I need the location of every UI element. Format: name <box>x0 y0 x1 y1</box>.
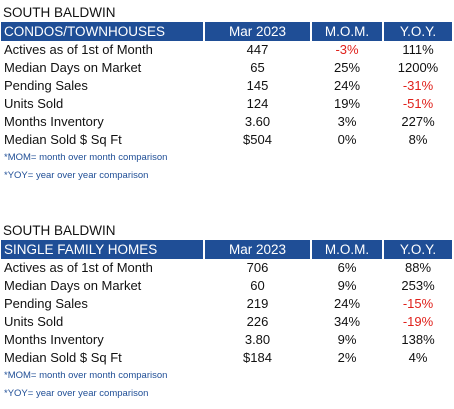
current-value: 226 <box>246 314 269 329</box>
column-header-mom: M.O.M. <box>312 22 382 41</box>
condos-section: SOUTH BALDWIN CONDOS/TOWNHOUSES Mar 2023… <box>0 3 454 185</box>
region-title: SOUTH BALDWIN <box>3 5 116 20</box>
current-value: 219 <box>246 296 269 311</box>
mom-note: *MOM= month over month comparison <box>4 370 168 381</box>
yoy-value: -31% <box>402 78 434 93</box>
table-row: Median Sold $ Sq Ft $504 0% 8% <box>0 131 454 149</box>
yoy-note: *YOY= year over year comparison <box>4 170 149 181</box>
yoy-value: -51% <box>402 96 434 111</box>
table-row: Median Sold $ Sq Ft $184 2% 4% <box>0 349 454 367</box>
current-value: 3.60 <box>244 114 271 129</box>
metric-label: Months Inventory <box>4 114 104 129</box>
column-header-mom: M.O.M. <box>312 240 382 259</box>
current-value: 3.80 <box>244 332 271 347</box>
metric-label: Pending Sales <box>4 78 88 93</box>
metric-label: Units Sold <box>4 314 64 329</box>
current-value: $184 <box>243 350 272 365</box>
table-body: Actives as of 1st of Month 706 6% 88% Median… <box>0 259 454 367</box>
mom-value: 9% <box>337 278 357 293</box>
mom-value: 3% <box>337 114 357 129</box>
table-row: Units Sold 226 34% -19% <box>0 313 454 331</box>
yoy-value: 8% <box>408 132 428 147</box>
mom-value: 34% <box>333 314 361 329</box>
category-header: CONDOS/TOWNHOUSES <box>1 22 203 41</box>
column-header-yoy: Y.O.Y. <box>384 22 452 41</box>
mom-value: 24% <box>333 78 361 93</box>
category-header: SINGLE FAMILY HOMES <box>1 240 203 259</box>
table-header: SINGLE FAMILY HOMES Mar 2023 M.O.M. Y.O.… <box>1 240 452 259</box>
column-header-current: Mar 2023 <box>205 240 310 259</box>
yoy-value: 4% <box>408 350 428 365</box>
yoy-value: 1200% <box>397 60 439 75</box>
metric-label: Units Sold <box>4 96 64 111</box>
column-header-yoy: Y.O.Y. <box>384 240 452 259</box>
current-value: 145 <box>246 78 269 93</box>
metric-label: Actives as of 1st of Month <box>4 260 153 275</box>
metric-label: Pending Sales <box>4 296 88 311</box>
current-value: 124 <box>246 96 269 111</box>
yoy-value: 138% <box>401 332 435 347</box>
table-header: CONDOS/TOWNHOUSES Mar 2023 M.O.M. Y.O.Y. <box>1 22 452 41</box>
single-family-section: SOUTH BALDWIN SINGLE FAMILY HOMES Mar 20… <box>0 221 454 403</box>
yoy-value: 253% <box>401 278 435 293</box>
metric-label: Actives as of 1st of Month <box>4 42 153 57</box>
current-value: 447 <box>246 42 269 57</box>
mom-value: 9% <box>337 332 357 347</box>
mom-value: -3% <box>335 42 359 57</box>
region-title: SOUTH BALDWIN <box>3 223 116 238</box>
current-value: 60 <box>250 278 265 293</box>
mom-value: 0% <box>337 132 357 147</box>
yoy-note: *YOY= year over year comparison <box>4 388 149 399</box>
table-body: Actives as of 1st of Month 447 -3% 111% Medi… <box>0 41 454 149</box>
mom-note: *MOM= month over month comparison <box>4 152 168 163</box>
table-row: Pending Sales 145 24% -31% <box>0 77 454 95</box>
mom-value: 6% <box>337 260 357 275</box>
metric-label: Median Sold $ Sq Ft <box>4 132 122 147</box>
table-row: Pending Sales 219 24% -15% <box>0 295 454 313</box>
current-value: $504 <box>243 132 272 147</box>
yoy-value: -15% <box>402 296 434 311</box>
table-row: Median Days on Market 60 9% 253% <box>0 277 454 295</box>
column-header-current: Mar 2023 <box>205 22 310 41</box>
table-row: Actives as of 1st of Month 447 -3% 111% <box>0 41 454 59</box>
mom-value: 19% <box>333 96 361 111</box>
metric-label: Median Days on Market <box>4 60 142 75</box>
table-row: Months Inventory 3.80 9% 138% <box>0 331 454 349</box>
metric-label: Months Inventory <box>4 332 104 347</box>
metric-label: Median Sold $ Sq Ft <box>4 350 122 365</box>
table-row: Median Days on Market 65 25% 1200% <box>0 59 454 77</box>
yoy-value: 111% <box>402 42 434 57</box>
mom-value: 2% <box>337 350 357 365</box>
yoy-value: -19% <box>402 314 434 329</box>
current-value: 706 <box>246 260 269 275</box>
metric-label: Median Days on Market <box>4 278 142 293</box>
mom-value: 25% <box>333 60 361 75</box>
mom-value: 24% <box>333 296 361 311</box>
current-value: 65 <box>250 60 265 75</box>
table-row: Units Sold 124 19% -51% <box>0 95 454 113</box>
table-row: Months Inventory 3.60 3% 227% <box>0 113 454 131</box>
yoy-value: 227% <box>401 114 435 129</box>
yoy-value: 88% <box>404 260 432 275</box>
table-row: Actives as of 1st of Month 706 6% 88% <box>0 259 454 277</box>
